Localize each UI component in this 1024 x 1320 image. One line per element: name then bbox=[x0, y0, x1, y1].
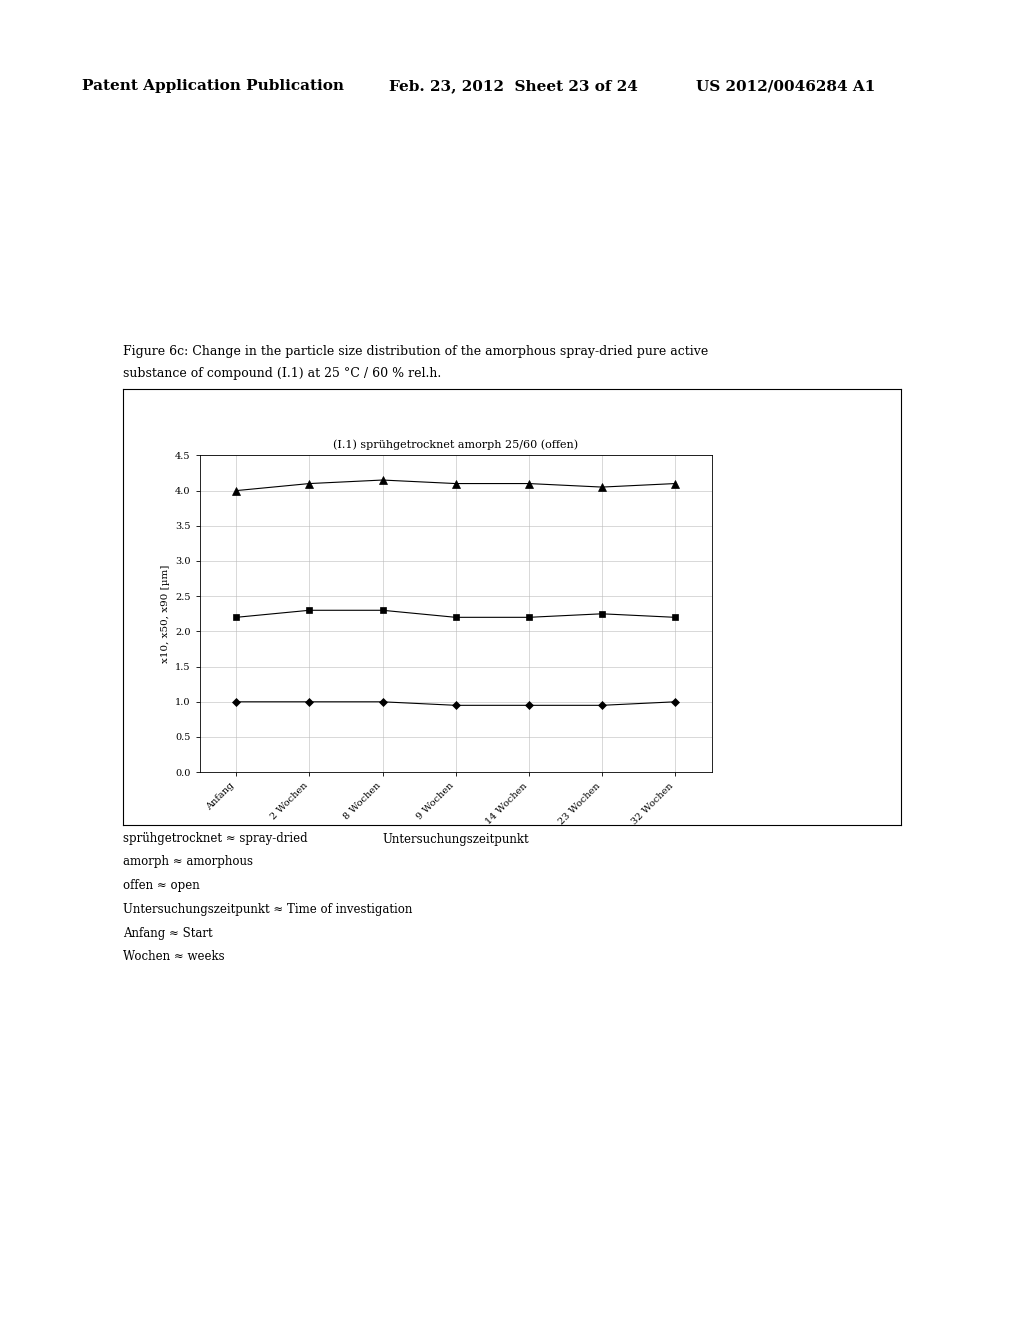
Text: amorph ≈ amorphous: amorph ≈ amorphous bbox=[123, 855, 253, 869]
Text: Feb. 23, 2012  Sheet 23 of 24: Feb. 23, 2012 Sheet 23 of 24 bbox=[389, 79, 638, 94]
Text: offen ≈ open: offen ≈ open bbox=[123, 879, 200, 892]
Text: Wochen ≈ weeks: Wochen ≈ weeks bbox=[123, 950, 224, 964]
Y-axis label: x10, x50, x90 [µm]: x10, x50, x90 [µm] bbox=[161, 565, 170, 663]
Text: sprühgetrocknet ≈ spray-dried: sprühgetrocknet ≈ spray-dried bbox=[123, 832, 307, 845]
Text: Anfang ≈ Start: Anfang ≈ Start bbox=[123, 927, 213, 940]
Text: Untersuchungszeitpunkt ≈ Time of investigation: Untersuchungszeitpunkt ≈ Time of investi… bbox=[123, 903, 413, 916]
Text: Patent Application Publication: Patent Application Publication bbox=[82, 79, 344, 94]
Title: (I.1) sprühgetrocknet amorph 25/60 (offen): (I.1) sprühgetrocknet amorph 25/60 (offe… bbox=[333, 440, 579, 450]
Text: substance of compound (I.1) at 25 °C / 60 % rel.h.: substance of compound (I.1) at 25 °C / 6… bbox=[123, 367, 441, 380]
X-axis label: Untersuchungszeitpunkt: Untersuchungszeitpunkt bbox=[382, 833, 529, 846]
Text: US 2012/0046284 A1: US 2012/0046284 A1 bbox=[696, 79, 876, 94]
Text: Figure 6c: Change in the particle size distribution of the amorphous spray-dried: Figure 6c: Change in the particle size d… bbox=[123, 345, 709, 358]
